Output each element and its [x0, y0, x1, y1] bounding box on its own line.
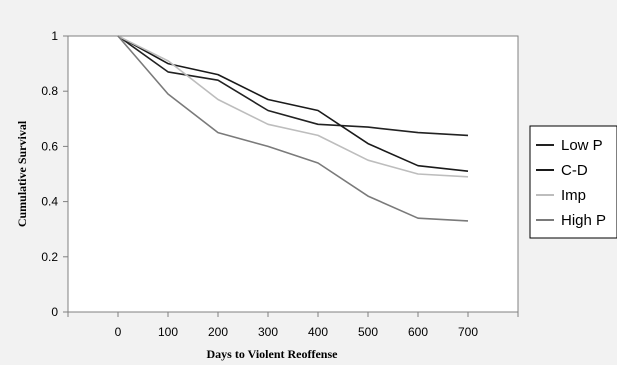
legend-label: High P — [561, 212, 606, 229]
y-axis: 0 0.2 0.4 0.6 0.8 1 — [41, 29, 68, 319]
x-axis: 0 100 200 300 400 500 600 700 — [67, 312, 519, 339]
legend-label: Low P — [561, 137, 603, 154]
series-line-low-p — [117, 35, 469, 137]
x-tick-label: 100 — [158, 325, 178, 339]
series-line-high-p — [117, 35, 469, 222]
x-tick-label: 500 — [358, 325, 378, 339]
y-tick-label: 0.4 — [41, 195, 58, 209]
legend-label: Imp — [561, 187, 586, 204]
x-axis-title: Days to Violent Reoffense — [207, 347, 339, 361]
x-tick-label: 300 — [258, 325, 278, 339]
plot-area — [67, 35, 519, 313]
y-tick-label: 1 — [51, 29, 58, 43]
y-tick-label: 0.6 — [41, 139, 58, 153]
x-tick-label: 0 — [115, 325, 122, 339]
x-tick-label: 400 — [308, 325, 328, 339]
series-lines — [117, 35, 469, 222]
legend-label: C-D — [561, 162, 588, 179]
x-tick-label: 700 — [458, 325, 478, 339]
y-axis-title: Cumulative Survival — [15, 120, 29, 227]
legend-items: Low P C-D Imp High P — [536, 137, 606, 229]
series-line-imp — [117, 35, 469, 178]
y-tick-label: 0 — [51, 305, 58, 319]
x-tick-label: 200 — [208, 325, 228, 339]
series-line-c-d — [117, 35, 469, 172]
y-tick-label: 0.2 — [41, 250, 58, 264]
y-tick-label: 0.8 — [41, 84, 58, 98]
x-tick-label: 600 — [408, 325, 428, 339]
